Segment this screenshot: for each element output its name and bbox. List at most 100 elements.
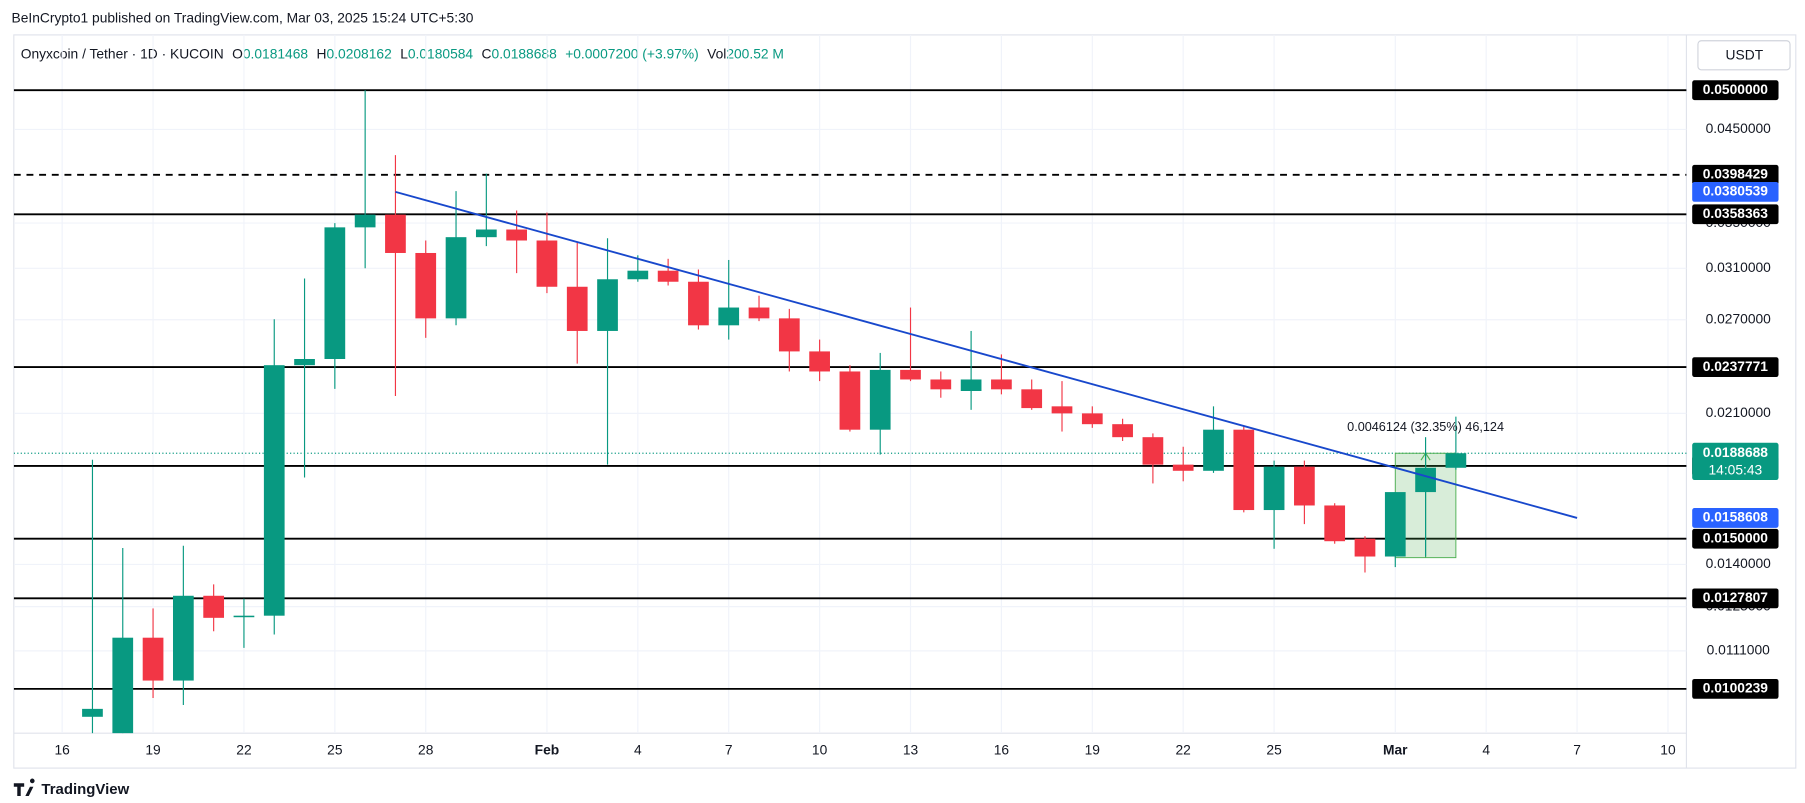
x-tick-label: 19 xyxy=(1085,741,1101,757)
candle-body xyxy=(1112,424,1133,438)
legend: Onyxcoin / Tether · 1D · KUCOIN O0.01814… xyxy=(21,45,784,61)
candle-body xyxy=(1354,538,1376,557)
x-tick-label: 22 xyxy=(236,741,252,757)
logo-mark xyxy=(13,778,35,797)
last-price-bg xyxy=(1692,442,1779,481)
level-label: 0.0500000 xyxy=(1703,81,1769,97)
candle-body xyxy=(172,595,194,681)
header: BeInCrypto1 published on TradingView.com… xyxy=(12,9,474,25)
legend-key: C xyxy=(482,45,492,61)
legend-volume: 200.52 M xyxy=(726,45,784,61)
y-tick-label: 0.0270000 xyxy=(1706,310,1772,326)
x-tick-label: 25 xyxy=(1266,741,1282,757)
currency-box[interactable] xyxy=(1697,40,1791,71)
legend-key: L xyxy=(400,45,408,61)
trendline xyxy=(395,191,1578,519)
candle-body xyxy=(1172,464,1194,471)
legend-change: +0.0007200 (+3.97%) xyxy=(565,45,699,61)
x-tick-label: 22 xyxy=(1176,741,1192,757)
x-tick-label: Mar xyxy=(1383,741,1408,757)
level-label: 0.0237771 xyxy=(1703,358,1769,374)
legend-value: 0.0208162 xyxy=(327,45,393,61)
candle-body xyxy=(960,379,982,391)
level-label: 0.0398429 xyxy=(1703,165,1769,181)
candle-body xyxy=(354,214,376,228)
candle-body xyxy=(294,358,315,366)
candle-body xyxy=(809,351,830,372)
candle-body xyxy=(930,379,952,390)
y-tick-label: 0.0111000 xyxy=(1707,642,1770,658)
candle-body xyxy=(1203,429,1224,471)
candle-body xyxy=(445,237,467,319)
legend-value: 0.0188688 xyxy=(492,45,558,61)
x-tick-label: 7 xyxy=(1573,741,1581,757)
level-label-bg xyxy=(1692,528,1779,549)
level-label: 0.0100239 xyxy=(1703,679,1769,695)
candle-body xyxy=(1294,466,1315,506)
trendline-label: 0.0158608 xyxy=(1703,509,1769,525)
x-tick-label: Feb xyxy=(535,741,560,757)
x-tick-label: 25 xyxy=(327,741,343,757)
candle-body xyxy=(991,379,1012,390)
x-tick-label: 7 xyxy=(725,741,733,757)
candle-body xyxy=(1263,466,1285,511)
y-tick-label: 0.0210000 xyxy=(1706,404,1772,420)
candle-body xyxy=(475,229,497,238)
x-tick-label: 4 xyxy=(1482,741,1490,757)
candle-body xyxy=(1051,406,1073,414)
frame xyxy=(13,34,1797,769)
x-tick-label: 19 xyxy=(145,741,161,757)
candle-body xyxy=(536,240,558,287)
candle-body xyxy=(718,307,740,326)
logo-text: TradingView xyxy=(41,781,129,798)
candle-body xyxy=(748,307,770,319)
candle-body xyxy=(1445,453,1467,468)
x-tick-label: 16 xyxy=(54,741,70,757)
level-label-bg xyxy=(1692,164,1779,185)
level-label-bg xyxy=(1692,357,1779,377)
y-tick-label: 0.0140000 xyxy=(1706,555,1772,571)
logo: TradingView xyxy=(13,778,130,798)
trendline-label-bg xyxy=(1692,508,1779,528)
last-price-label: 0.0188688 xyxy=(1703,444,1769,460)
candle-body xyxy=(1081,413,1103,425)
candle-body xyxy=(900,369,921,380)
candle-body xyxy=(82,708,103,717)
candle-body xyxy=(203,595,225,618)
axes: 0.04500000.03500000.03100000.02700000.02… xyxy=(54,80,1779,757)
level-label-bg xyxy=(1692,204,1779,225)
currency[interactable]: USDT xyxy=(1726,46,1764,62)
candle-body xyxy=(1384,492,1406,557)
level-label-bg xyxy=(1692,588,1779,609)
plot-area xyxy=(13,34,1687,734)
candle-body xyxy=(869,369,891,430)
y-tick-label: 0.0310000 xyxy=(1706,259,1772,275)
y-tick-label: 0.0450000 xyxy=(1706,120,1772,136)
level-label: 0.0358363 xyxy=(1703,205,1769,221)
candle-body xyxy=(415,252,437,319)
candle-body xyxy=(1142,437,1164,465)
trendline-label-bg xyxy=(1692,182,1779,202)
candle-body xyxy=(1324,505,1346,542)
x-tick-label: 10 xyxy=(1660,741,1676,757)
candle-body xyxy=(1021,389,1043,409)
candle-body xyxy=(142,637,164,681)
candle-body xyxy=(506,229,527,241)
candle-body xyxy=(385,214,406,253)
x-tick-label: 4 xyxy=(634,741,642,757)
measure-label: 0.0046124 (32.35%) 46,124 xyxy=(1347,419,1504,434)
x-tick-label: 10 xyxy=(812,741,828,757)
level-label-bg xyxy=(1692,80,1779,101)
candle-body xyxy=(597,279,618,331)
legend-value: 0.0181468 xyxy=(243,45,309,61)
candle-body xyxy=(657,270,679,282)
level-label: 0.0150000 xyxy=(1703,529,1769,545)
candle-body xyxy=(778,318,800,352)
candle-body xyxy=(1233,429,1255,511)
legend-key: H xyxy=(317,45,327,61)
x-tick-label: 16 xyxy=(994,741,1010,757)
legend-key: Vol xyxy=(707,45,726,61)
